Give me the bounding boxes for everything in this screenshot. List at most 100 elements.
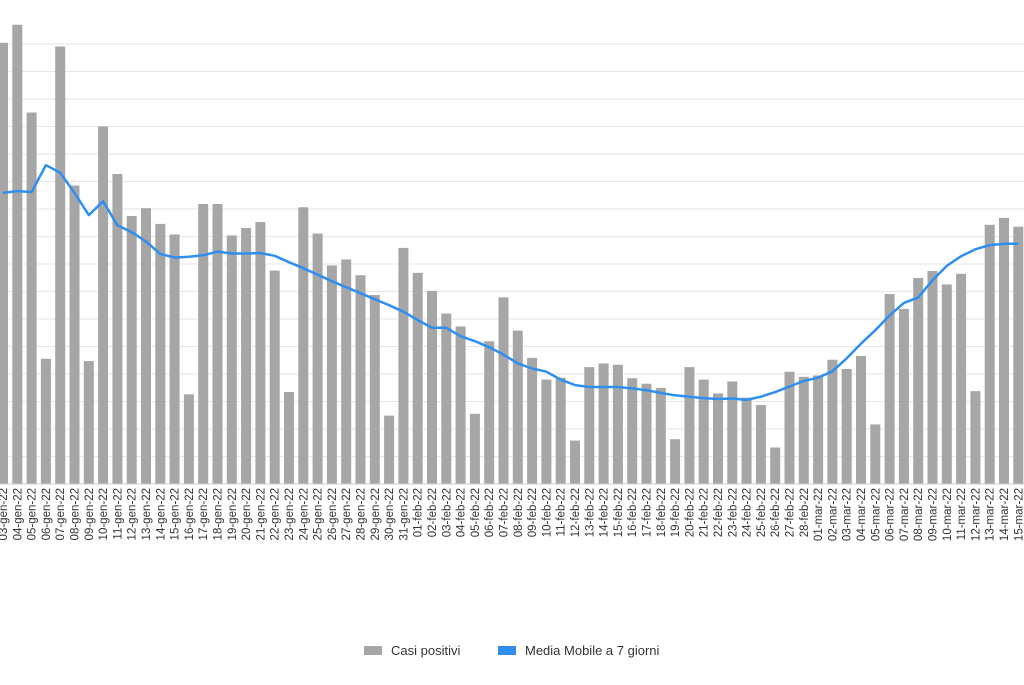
x-tick-label: 02-feb-22 <box>427 488 439 537</box>
bar-27-feb-22 <box>784 371 795 484</box>
x-tick-label: 07-mar-22 <box>899 488 911 541</box>
x-tick-label: 21-gen-22 <box>255 488 267 540</box>
x-tick-label: 02-mar-22 <box>827 488 839 541</box>
x-tick-label: 07-feb-22 <box>499 488 511 537</box>
bar-28-gen-22 <box>355 275 366 484</box>
x-tick-label: 19-feb-22 <box>670 488 682 537</box>
x-tick-label: 18-gen-22 <box>213 488 225 540</box>
bar-26-gen-22 <box>326 265 337 484</box>
x-tick-label: 12-mar-22 <box>970 488 982 541</box>
x-tick-label: 16-gen-22 <box>184 488 196 540</box>
bar-04-feb-22 <box>455 326 466 484</box>
bar-13-mar-22 <box>984 224 995 484</box>
x-axis-tick-labels: 03-gen-22 04-gen-22 05-gen-22 06-gen-22 07-g… <box>0 488 1024 541</box>
bar-31-gen-22 <box>398 247 409 484</box>
x-tick-label: 31-gen-22 <box>398 488 410 540</box>
x-tick-label: 13-feb-22 <box>584 488 596 537</box>
bar-06-feb-22 <box>484 341 495 484</box>
x-tick-label: 01-feb-22 <box>413 488 425 537</box>
bars-series-casi-positivi <box>0 24 1024 485</box>
bar-01-mar-22 <box>813 375 824 484</box>
bar-14-mar-22 <box>999 217 1009 484</box>
grey-bar-swatch-icon <box>364 646 382 655</box>
moving-average-line <box>2 163 1019 402</box>
bar-11-mar-22 <box>956 273 967 484</box>
x-tick-label: 13-gen-22 <box>141 488 153 540</box>
bar-09-mar-22 <box>927 271 938 484</box>
line-series-media-mobile <box>2 163 1019 402</box>
x-tick-label: 01-mar-22 <box>813 488 825 541</box>
bar-11-gen-22 <box>112 173 123 485</box>
bar-23-gen-22 <box>284 392 294 484</box>
x-tick-label: 07-gen-22 <box>55 488 67 540</box>
x-tick-label: 05-mar-22 <box>870 488 882 541</box>
x-tick-label: 04-gen-22 <box>12 488 24 540</box>
bar-16-feb-22 <box>627 378 638 484</box>
legend: Casi positivi Media Mobile a 7 giorni <box>364 643 660 658</box>
bar-17-feb-22 <box>641 383 652 484</box>
x-tick-label: 11-feb-22 <box>556 488 568 536</box>
legend-item-media-mobile: Media Mobile a 7 giorni <box>498 643 660 658</box>
bar-28-feb-22 <box>798 376 809 484</box>
x-tick-label: 19-gen-22 <box>227 488 239 540</box>
x-tick-label: 13-mar-22 <box>985 488 997 541</box>
x-tick-label: 10-mar-22 <box>942 488 954 541</box>
bar-07-feb-22 <box>498 297 509 484</box>
x-tick-label: 17-gen-22 <box>198 488 210 540</box>
bar-03-gen-22 <box>0 42 8 484</box>
bar-09-feb-22 <box>527 357 538 484</box>
bar-13-feb-22 <box>584 367 595 484</box>
x-tick-label: 20-feb-22 <box>684 488 696 537</box>
x-tick-label: 29-gen-22 <box>370 488 382 540</box>
bar-19-feb-22 <box>670 439 681 484</box>
bar-14-feb-22 <box>598 363 609 484</box>
bar-04-mar-22 <box>856 356 866 484</box>
x-tick-label: 12-feb-22 <box>570 488 582 537</box>
x-tick-label: 22-feb-22 <box>713 488 725 537</box>
bar-13-gen-22 <box>141 208 151 484</box>
bar-30-gen-22 <box>384 415 395 484</box>
bar-03-feb-22 <box>441 313 452 484</box>
x-tick-label: 06-mar-22 <box>885 488 897 541</box>
x-tick-label: 08-feb-22 <box>513 488 525 537</box>
bar-08-mar-22 <box>913 277 924 484</box>
bar-21-gen-22 <box>255 222 266 484</box>
bar-29-gen-22 <box>369 295 380 484</box>
blue-line-swatch-icon <box>498 646 516 655</box>
bar-24-feb-22 <box>741 397 752 484</box>
bar-05-mar-22 <box>870 424 881 484</box>
bar-05-feb-22 <box>469 413 480 484</box>
bar-15-feb-22 <box>612 364 623 484</box>
x-tick-label: 04-feb-22 <box>456 488 468 537</box>
bar-12-gen-22 <box>126 216 137 485</box>
bar-27-gen-22 <box>341 259 352 484</box>
x-tick-label: 23-feb-22 <box>727 488 739 537</box>
x-tick-label: 15-feb-22 <box>613 488 625 537</box>
x-tick-label: 26-feb-22 <box>770 488 782 537</box>
bar-08-gen-22 <box>69 185 80 484</box>
bar-15-gen-22 <box>169 234 180 484</box>
x-tick-label: 14-feb-22 <box>599 488 611 537</box>
bar-07-mar-22 <box>898 308 909 484</box>
x-tick-label: 30-gen-22 <box>384 488 396 540</box>
legend-label-media-mobile: Media Mobile a 7 giorni <box>525 643 660 658</box>
legend-item-casi-positivi: Casi positivi <box>364 643 460 658</box>
x-tick-label: 11-gen-22 <box>112 488 124 540</box>
bar-06-mar-22 <box>884 294 895 484</box>
bar-20-feb-22 <box>684 367 695 484</box>
x-tick-label: 05-gen-22 <box>27 488 39 540</box>
x-tick-label: 08-gen-22 <box>70 488 82 540</box>
x-tick-label: 23-gen-22 <box>284 488 296 540</box>
x-tick-label: 03-feb-22 <box>441 488 453 537</box>
bar-23-feb-22 <box>727 381 738 484</box>
bar-17-gen-22 <box>198 204 209 484</box>
x-tick-label: 10-feb-22 <box>541 488 553 537</box>
x-tick-label: 24-feb-22 <box>742 488 754 537</box>
bar-14-gen-22 <box>155 223 166 485</box>
bar-12-mar-22 <box>970 391 981 484</box>
bar-03-mar-22 <box>841 368 852 484</box>
x-tick-label: 28-feb-22 <box>799 488 811 537</box>
bar-18-gen-22 <box>212 204 223 484</box>
bar-06-gen-22 <box>40 358 51 484</box>
